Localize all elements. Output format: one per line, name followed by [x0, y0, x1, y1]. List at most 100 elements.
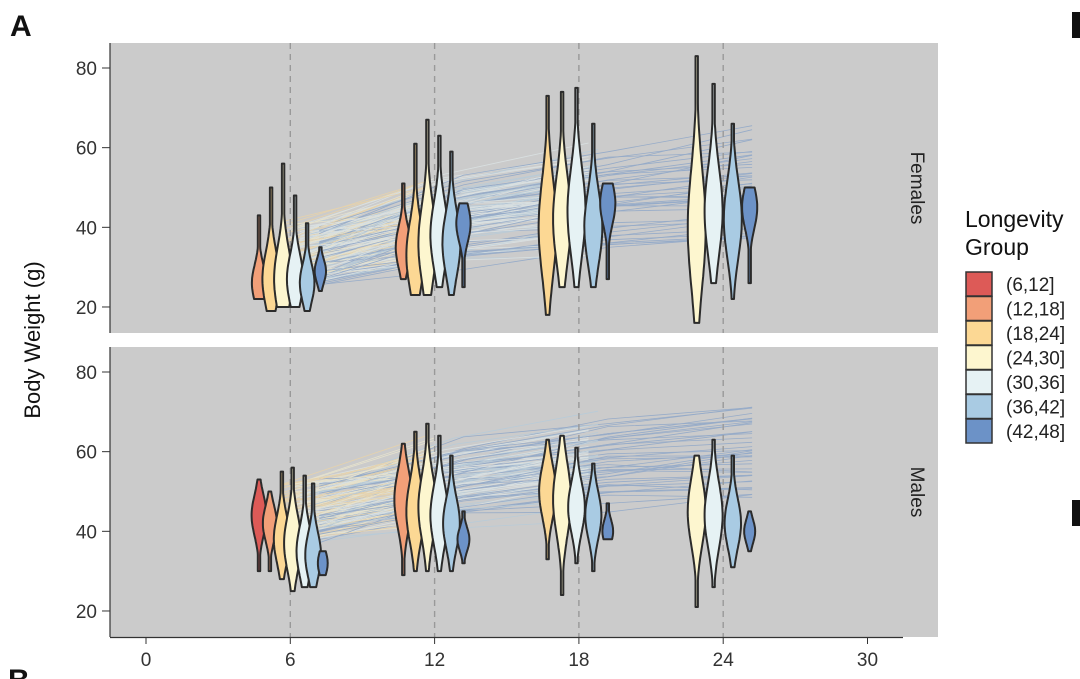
x-tick-label: 30 [857, 650, 878, 671]
trajectory-line [319, 172, 753, 240]
facet-strip-label: Males [906, 467, 927, 518]
trajectory-line [290, 437, 435, 486]
trajectory-line [299, 452, 589, 504]
trajectory-line [319, 235, 753, 286]
legend-swatch [965, 320, 993, 346]
violin-24-30 [552, 434, 573, 596]
violin-42-48 [601, 502, 615, 541]
violin-6-12 [250, 478, 268, 573]
facet-females: Females 20 40 60 80 [76, 43, 938, 333]
panel-letter-a: A [10, 10, 32, 43]
legend-swatch [965, 369, 993, 395]
legend-title-line2: Group [965, 234, 1029, 260]
trajectory-line [280, 181, 426, 227]
cropped-panel-letter [1072, 12, 1080, 38]
violin-42-48 [316, 550, 329, 577]
y-tick-label: 40 [76, 218, 97, 239]
y-tick-label: 60 [76, 443, 97, 464]
x-axis: 0 6 12 18 24 30 [110, 636, 903, 671]
violin-42-48 [599, 182, 617, 281]
y-axis-label: Body Weight (g) [20, 261, 45, 418]
trajectory-line [319, 470, 753, 491]
y-tick-label: 60 [76, 139, 97, 160]
violin-42-48 [741, 186, 759, 285]
y-tick-label: 80 [76, 363, 97, 384]
legend-label: (36,42] [1006, 398, 1065, 419]
trajectory-line [299, 456, 589, 485]
violin-36-42 [723, 454, 742, 569]
trajectory-line [280, 187, 426, 243]
strip-background [908, 43, 938, 333]
strip-background [908, 347, 938, 637]
trajectory-line [319, 437, 753, 494]
legend-label: (12,18] [1006, 300, 1065, 321]
trajectory-line [319, 451, 753, 520]
violin-42-48 [456, 510, 471, 565]
trajectory-line [319, 456, 753, 479]
trajectory-line [319, 455, 753, 516]
violin-42-48 [455, 202, 472, 289]
violin-36-42 [722, 122, 743, 300]
trajectory-line [319, 194, 753, 264]
legend-swatch [965, 393, 993, 420]
trajectory-line [299, 438, 589, 493]
trajectory-line [319, 421, 753, 515]
trajectory-line [299, 429, 589, 496]
trajectory-line [319, 154, 753, 275]
violin-36-42 [298, 222, 316, 312]
trajectory-line [319, 464, 753, 500]
violin-30-36 [703, 82, 724, 285]
trajectory-line [299, 159, 589, 233]
trajectory-line [299, 142, 589, 234]
trajectory-line [319, 235, 753, 285]
trajectory-line [319, 151, 753, 231]
y-tick-label: 20 [76, 298, 97, 319]
violin-30-36 [703, 438, 724, 589]
y-tick-label: 80 [76, 59, 97, 80]
trajectory-line [319, 488, 753, 518]
cropped-panel-letter [1072, 500, 1080, 526]
trajectory-line [299, 156, 589, 226]
violin-42-48 [743, 510, 757, 553]
trajectory-line [319, 407, 753, 490]
legend: Longevity Group (6,12] (12,18] (18,24] (24,… [965, 206, 1065, 444]
legend-swatch [965, 295, 993, 322]
x-tick-label: 18 [568, 650, 589, 671]
x-tick-label: 6 [285, 650, 296, 671]
violin-36-42 [583, 122, 604, 289]
legend-swatch [965, 271, 993, 297]
trajectory-line [280, 187, 426, 223]
trajectory-line [319, 475, 753, 531]
facet-strip-label: Females [906, 152, 927, 225]
violin-18-24 [538, 438, 558, 561]
facet-males: Males 20 40 60 80 [76, 347, 938, 637]
legend-title-line1: Longevity [965, 206, 1064, 232]
trajectory-line [319, 494, 753, 525]
trajectory-line [319, 154, 753, 243]
trajectory-line [319, 185, 753, 280]
violin-30-36 [567, 446, 586, 565]
y-tick-label: 40 [76, 522, 97, 543]
violin-24-30 [686, 454, 707, 608]
legend-swatch [965, 344, 993, 371]
trajectory-line [319, 196, 753, 278]
x-tick-label: 0 [141, 650, 152, 671]
panel-letter-b: B [8, 664, 30, 679]
trajectory-line [299, 425, 589, 483]
violin-36-42 [584, 462, 603, 573]
trajectory-line [319, 228, 753, 272]
legend-label: (6,12] [1006, 275, 1055, 296]
trajectory-line [319, 413, 753, 487]
x-tick-label: 24 [713, 650, 735, 671]
trajectory-line [319, 205, 753, 239]
legend-swatch [965, 418, 993, 444]
trajectory-line [319, 194, 753, 252]
trajectory-line [319, 455, 753, 517]
legend-label: (30,36] [1006, 373, 1065, 394]
trajectory-line [319, 481, 753, 535]
trajectory-line [309, 410, 599, 489]
legend-label: (24,30] [1006, 349, 1065, 370]
trajectory-line [280, 182, 426, 231]
legend-label: (42,48] [1006, 422, 1065, 443]
